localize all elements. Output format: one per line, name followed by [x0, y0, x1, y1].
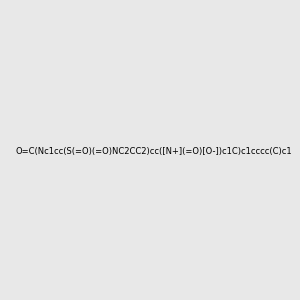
Text: O=C(Nc1cc(S(=O)(=O)NC2CC2)cc([N+](=O)[O-])c1C)c1cccc(C)c1: O=C(Nc1cc(S(=O)(=O)NC2CC2)cc([N+](=O)[O-…	[15, 147, 292, 156]
